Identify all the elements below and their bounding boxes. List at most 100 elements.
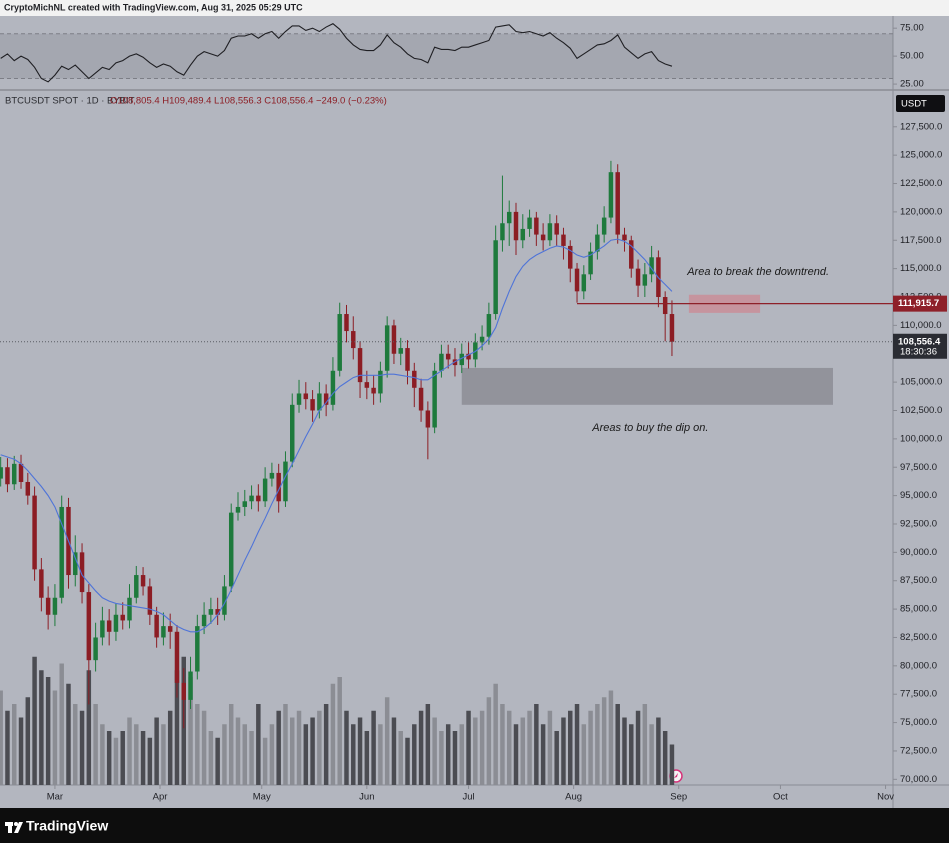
candle-body: [520, 228, 526, 241]
candle-body: [425, 410, 431, 428]
candle-body: [601, 217, 607, 235]
volume-bar: [595, 704, 600, 785]
volume-bar: [445, 724, 451, 785]
candle-body: [276, 472, 281, 502]
volume-bar: [635, 710, 641, 785]
volume-bar: [364, 731, 370, 785]
candle-body: [208, 609, 214, 615]
candle-body: [100, 620, 105, 638]
rsi-line: [0, 23, 673, 83]
volume-bar: [106, 731, 112, 785]
volume-bar: [344, 710, 349, 785]
y-tick-label: 127,500.0: [900, 121, 942, 132]
candle-body: [25, 481, 31, 496]
candle-body: [540, 234, 546, 241]
y-tick-label: 92,500.0: [900, 518, 937, 529]
annotation: Area to break the downtrend.: [686, 266, 829, 278]
volume-bar: [622, 717, 627, 785]
candle-body: [391, 325, 397, 354]
currency-box: [896, 95, 945, 112]
candle-body: [228, 512, 234, 587]
candle-body: [595, 234, 600, 252]
candle-body: [486, 314, 492, 337]
candle-body: [662, 297, 668, 315]
candle-body: [398, 348, 403, 354]
y-tick-label: 122,500.0: [900, 178, 942, 189]
y-tick-label: 75.00: [900, 23, 924, 34]
rsi-band: [0, 33, 893, 79]
candle-body: [554, 223, 559, 235]
candle-body: [330, 370, 336, 405]
y-tick-label: 80,000.0: [900, 660, 937, 671]
y-tick-label: 77,500.0: [900, 689, 937, 700]
candle-body: [351, 331, 356, 349]
volume-bar: [534, 704, 539, 785]
volume-bar: [249, 731, 254, 785]
candle-body: [405, 348, 410, 371]
volume-bar: [174, 670, 180, 785]
volume-bar: [201, 710, 207, 785]
candle-body: [12, 463, 17, 485]
candle-body: [479, 336, 485, 343]
candle-body: [459, 353, 464, 366]
volume-bar: [215, 737, 220, 785]
candle-body: [629, 240, 634, 269]
volume-bar: [188, 677, 193, 785]
y-tick-label: 75,000.0: [900, 717, 937, 728]
candle-body: [256, 495, 261, 502]
volume-bar: [208, 731, 214, 785]
y-tick-label: 120,000.0: [900, 206, 942, 217]
volume-bar: [642, 704, 648, 785]
volume-bar: [5, 710, 10, 785]
candle-body: [310, 399, 315, 411]
y-tick-label: 72,500.0: [900, 745, 937, 756]
candle-body: [337, 314, 342, 371]
candle-body: [513, 211, 519, 241]
x-tick-label: Oct: [773, 792, 788, 803]
volume-bar: [371, 710, 376, 785]
volume-bar: [629, 724, 634, 785]
candle-body: [262, 478, 268, 502]
y-tick-label: 100,000.0: [900, 433, 942, 444]
volume-bar: [256, 704, 261, 785]
candle-body: [195, 626, 200, 672]
volume-bar: [500, 704, 505, 785]
candle-body: [439, 353, 444, 371]
volume-bar: [303, 724, 309, 785]
volume-bar: [662, 731, 668, 785]
x-tick-label: Apr: [153, 792, 168, 803]
candle-body: [357, 348, 363, 383]
volume-bar: [269, 724, 275, 785]
volume-bar: [439, 731, 444, 785]
candle-body: [290, 404, 295, 462]
y-tick-label: 70,000.0: [900, 774, 937, 785]
volume-bar: [561, 717, 566, 785]
volume-bar: [479, 710, 485, 785]
candle-body: [161, 626, 166, 638]
x-tick-label: Aug: [565, 792, 582, 803]
candle-body: [113, 614, 119, 632]
candle-body: [642, 274, 648, 286]
candle-body: [581, 274, 587, 292]
y-tick-label: 95,000.0: [900, 490, 937, 501]
footer-bar: [0, 808, 949, 843]
candle-body: [669, 314, 675, 342]
volume-bar: [466, 710, 471, 785]
volume-bar: [127, 717, 132, 785]
volume-bar: [323, 704, 329, 785]
y-tick-label: 102,500.0: [900, 405, 942, 416]
volume-bar: [262, 737, 268, 785]
volume-bar: [79, 710, 85, 785]
candle-body: [235, 506, 241, 513]
candle-body: [561, 234, 566, 246]
volume-bar: [384, 697, 390, 785]
volume-bar: [337, 677, 342, 785]
candle-body: [242, 501, 248, 507]
candle-body: [500, 223, 505, 241]
volume-bar: [554, 731, 559, 785]
volume-bar: [351, 724, 356, 785]
volume-bar: [134, 724, 139, 785]
candle-body: [222, 586, 227, 615]
volume-bar: [412, 724, 417, 785]
